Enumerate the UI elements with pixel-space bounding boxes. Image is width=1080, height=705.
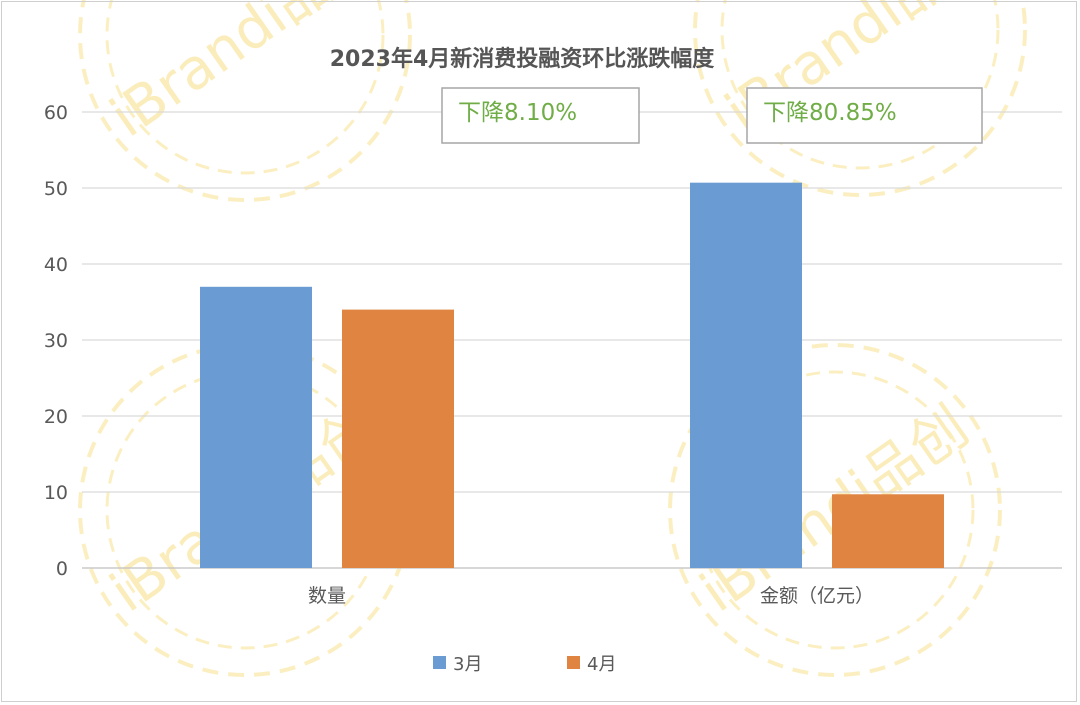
watermark-ring	[105, 0, 385, 175]
annotation-text: 下降8.10%	[458, 100, 577, 126]
bars	[200, 182, 944, 568]
watermark-ring	[720, 0, 1000, 170]
bar-4月-数量	[342, 309, 454, 568]
chart-title: 2023年4月新消费投融资环比涨跌幅度	[330, 46, 716, 72]
y-tick-label: 40	[44, 254, 68, 276]
y-axis-ticks: 0 10 20 30 40 50 60	[44, 102, 68, 580]
y-tick-label: 20	[44, 406, 68, 428]
annotation-box	[746, 87, 983, 144]
legend-label-4月: 4月	[587, 654, 616, 675]
y-tick-label: 30	[44, 330, 68, 352]
y-tick-label: 10	[44, 482, 68, 504]
y-tick-label: 50	[44, 178, 68, 200]
watermark-ring	[78, 0, 412, 202]
x-tick-label: 金额（亿元）	[760, 585, 874, 607]
legend-swatch-3月	[433, 656, 446, 669]
legend: 3月 4月	[433, 654, 616, 675]
x-tick-label: 数量	[308, 585, 346, 607]
legend-label-3月: 3月	[453, 654, 482, 675]
legend-swatch-4月	[567, 656, 580, 669]
annotation-text: 下降80.85%	[763, 100, 897, 126]
annotations: 下降8.10% 下降80.85%	[441, 87, 983, 144]
bar-4月-金额（亿元）	[832, 494, 944, 568]
y-tick-label: 60	[44, 102, 68, 124]
watermark-ring	[693, 0, 1027, 197]
watermark-ring	[668, 343, 1002, 677]
y-tick-label: 0	[56, 558, 68, 580]
bar-3月-数量	[200, 286, 312, 568]
watermark-ring	[695, 370, 975, 650]
bar-3月-金额（亿元）	[690, 182, 802, 568]
annotation-box	[441, 87, 640, 144]
x-axis-labels: 数量 金额（亿元）	[308, 585, 874, 607]
